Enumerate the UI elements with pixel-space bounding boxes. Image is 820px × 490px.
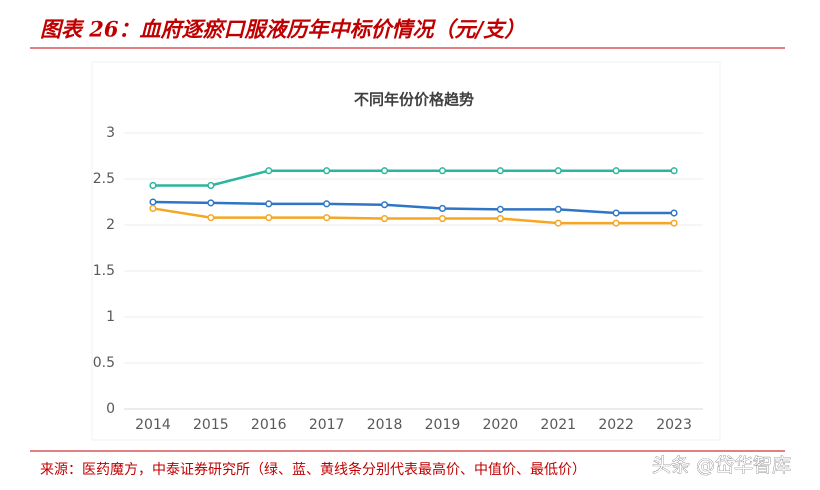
x-tick-label: 2019 [425,417,461,433]
data-point [323,167,331,175]
data-point [554,219,562,227]
y-tick-label: 1.5 [93,263,115,279]
chart-title: 不同年份价格趋势 [354,91,474,109]
data-point [438,204,447,212]
data-point [207,181,215,189]
chart-frame [91,61,721,441]
data-point [438,167,447,175]
data-point [438,215,447,223]
data-point [381,167,389,175]
data-point [612,219,620,227]
data-point [265,200,273,208]
source-note: 来源：医药魔方，中泰证券研究所（绿、蓝、黄线条分别代表最高价、中值价、最低价） [40,461,586,478]
x-tick-label: 2021 [540,417,576,433]
watermark: 头条 @岱华智库 [652,455,791,477]
x-tick-label: 2017 [309,417,345,433]
x-tick-label: 2016 [251,417,287,433]
y-tick-label: 0 [106,401,115,417]
x-tick-label: 2018 [367,417,403,433]
page-title: 图表 26：血府逐瘀口服液历年中标价情况（元/支） [40,17,525,42]
data-point [496,215,504,223]
y-tick-label: 3 [106,125,115,141]
y-tick-label: 0.5 [93,355,115,371]
y-tick-label: 2 [106,217,115,233]
data-point [149,204,157,212]
series-line [152,207,675,225]
data-point [381,215,389,223]
series-line [152,169,675,187]
x-tick-label: 2022 [598,417,634,433]
data-point [149,181,157,189]
data-point [670,209,678,217]
data-point [670,167,678,175]
data-point [496,205,504,213]
y-tick-label: 2.5 [93,171,115,187]
y-tick-label: 1 [106,309,115,325]
data-point [265,167,273,175]
data-point [612,167,620,175]
data-point [265,214,273,222]
x-tick-label: 2020 [483,417,519,433]
data-point [496,167,504,175]
data-point [381,201,389,209]
data-point [670,219,678,227]
data-point [207,214,215,222]
data-point [612,209,620,217]
x-tick-label: 2023 [656,417,692,433]
data-point [207,199,215,207]
series-line [152,200,675,215]
data-point [554,205,562,213]
data-point [149,198,157,206]
x-tick-label: 2015 [193,417,229,433]
data-point [554,167,562,175]
data-point [323,214,331,222]
x-tick-label: 2014 [135,417,171,433]
data-point [323,200,331,208]
